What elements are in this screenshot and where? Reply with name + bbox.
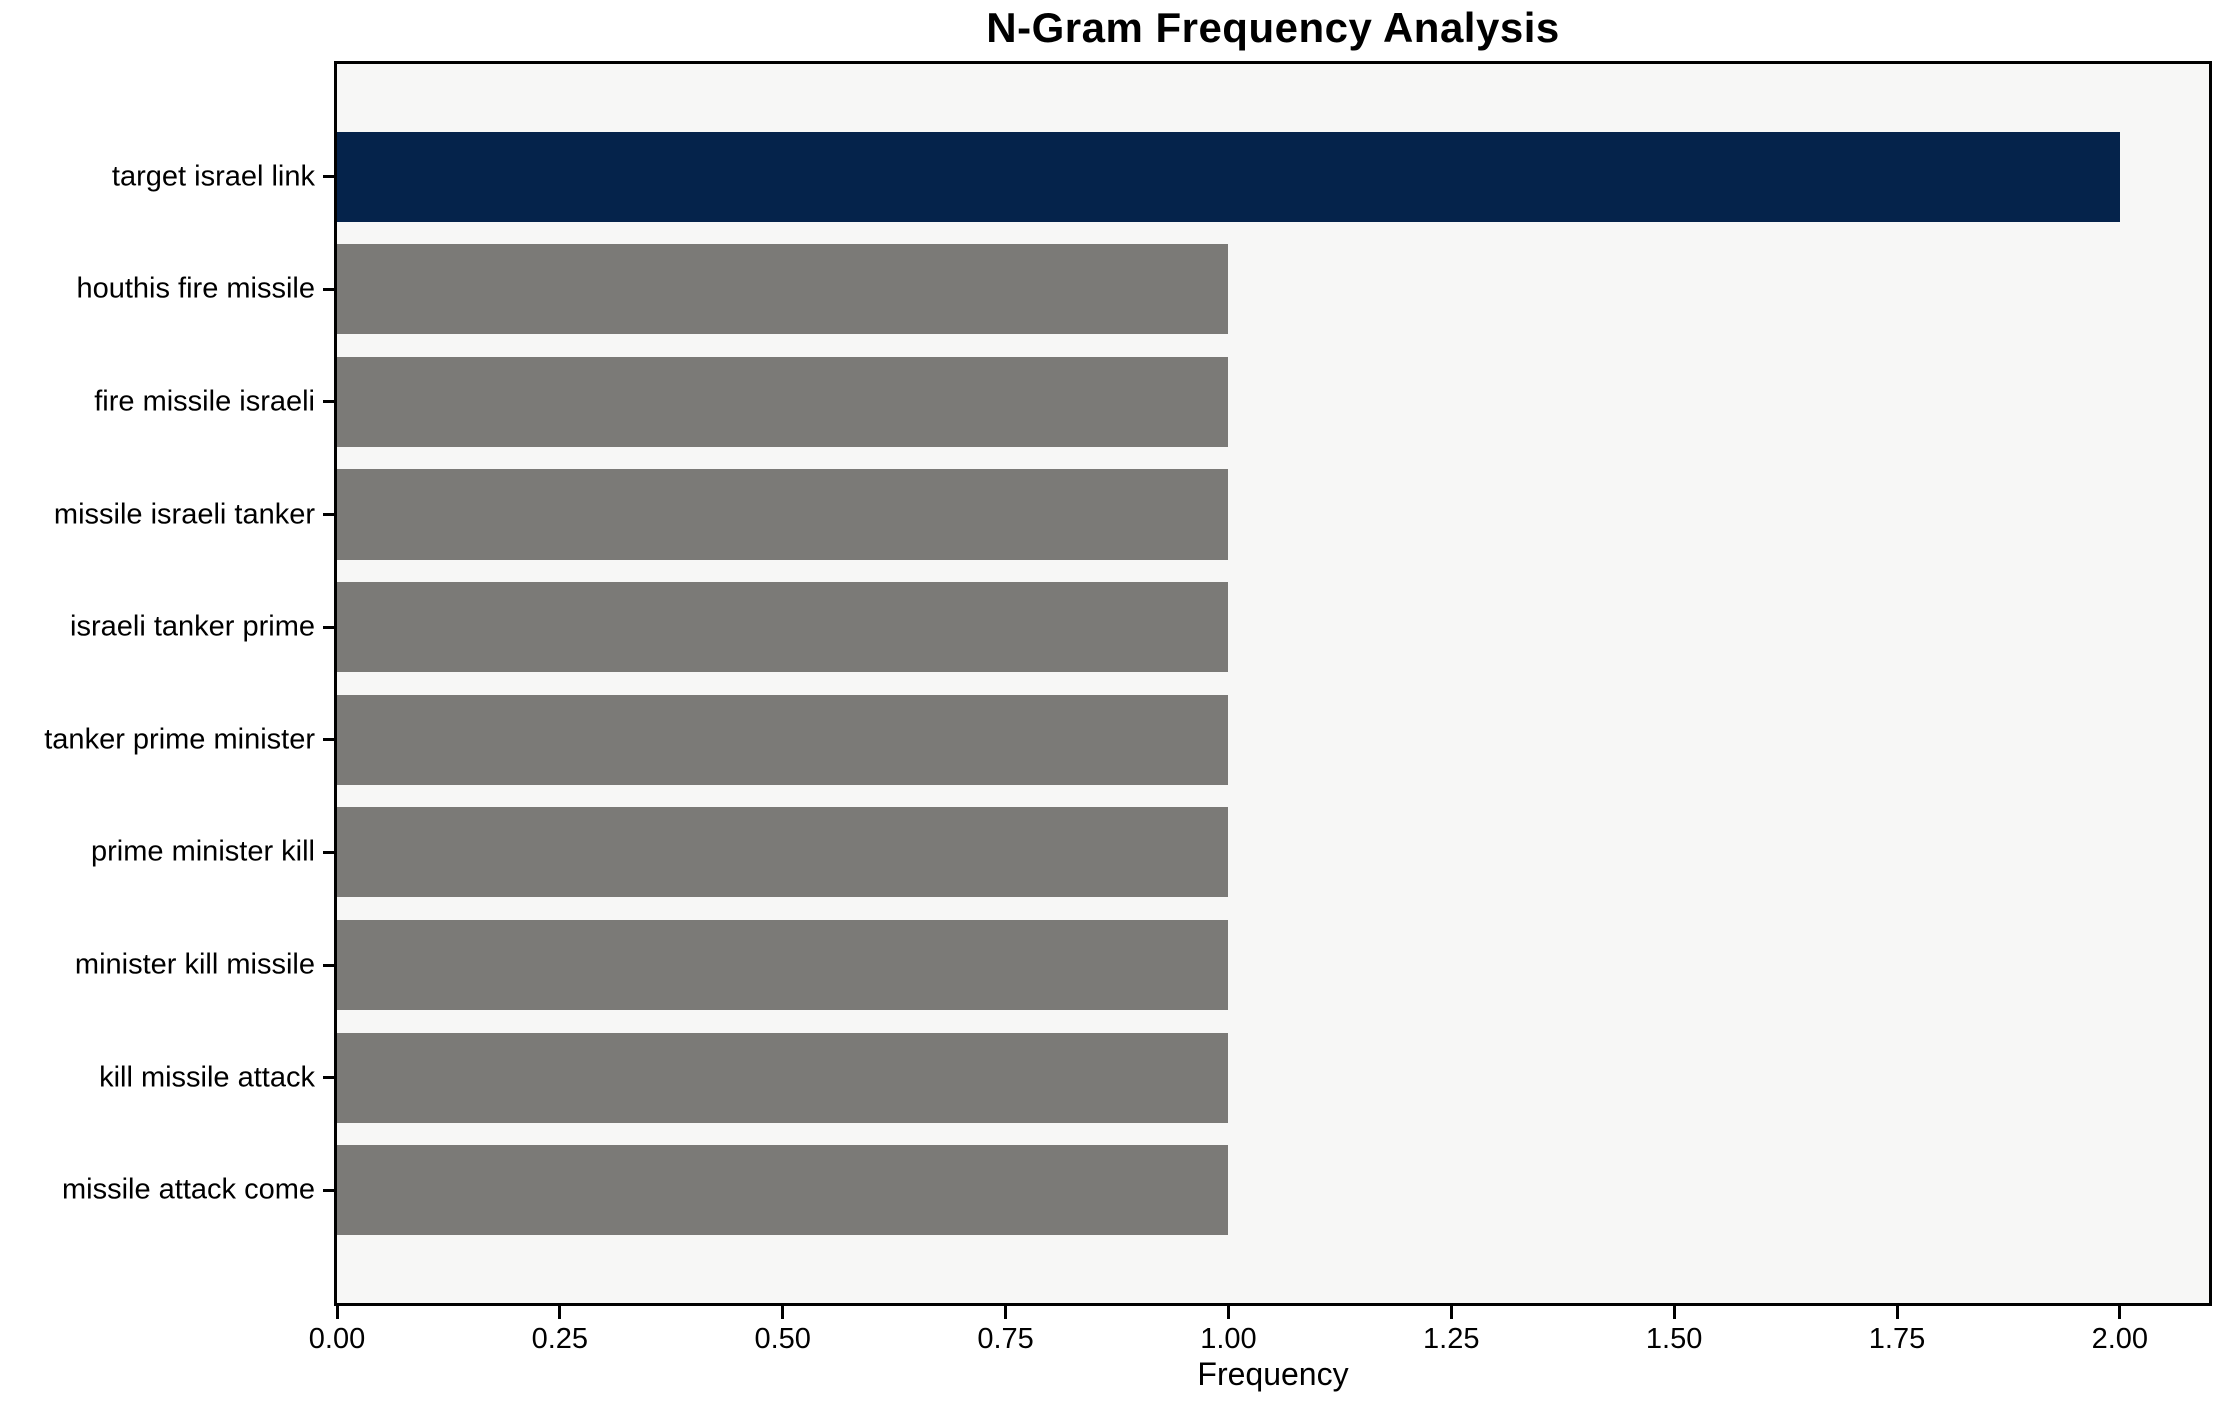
bar-4: [337, 469, 1229, 560]
bar-1: [337, 131, 2120, 222]
y-tick: [323, 625, 334, 629]
y-tick: [323, 963, 334, 967]
y-tick: [323, 287, 334, 291]
y-tick-label: target israel link: [111, 160, 315, 193]
y-tick: [323, 1076, 334, 1080]
x-tick-label: 1.50: [1645, 1323, 1703, 1355]
y-tick: [323, 175, 334, 179]
x-tick-label: 0.75: [977, 1323, 1034, 1355]
bar-10: [337, 1145, 1229, 1236]
y-tick: [323, 1188, 334, 1192]
bar-7: [337, 807, 1229, 898]
y-tick-label: houthis fire missile: [76, 272, 315, 305]
y-tick-label: minister kill missile: [74, 948, 315, 981]
y-tick-label: missile israeli tanker: [53, 498, 315, 531]
x-tick-label: 2.00: [2091, 1323, 2149, 1355]
x-tick: [2118, 1306, 2122, 1319]
x-tick-label: 1.75: [1868, 1323, 1926, 1355]
x-tick-label: 0.50: [754, 1323, 811, 1355]
y-tick: [323, 738, 334, 742]
y-tick-label: fire missile israeli: [94, 385, 315, 418]
y-tick-label: kill missile attack: [99, 1061, 315, 1094]
x-tick: [1004, 1306, 1008, 1319]
x-tick-label: 1.25: [1423, 1323, 1480, 1355]
y-tick-label: prime minister kill: [91, 835, 315, 868]
y-tick-label: tanker prime minister: [44, 723, 315, 756]
x-tick: [1449, 1306, 1453, 1319]
x-tick: [558, 1306, 562, 1319]
x-tick-label: 0.25: [531, 1323, 589, 1355]
x-tick: [1672, 1306, 1676, 1319]
bar-2: [337, 244, 1229, 335]
x-tick-label: 1.00: [1200, 1323, 1257, 1355]
y-tick: [323, 513, 334, 517]
x-tick: [335, 1306, 339, 1319]
bar-8: [337, 920, 1229, 1011]
y-tick: [323, 400, 334, 404]
x-tick: [1895, 1306, 1899, 1319]
x-tick: [781, 1306, 785, 1319]
x-axis-label: Frequency: [1197, 1356, 1349, 1392]
bar-6: [337, 694, 1229, 785]
bar-3: [337, 356, 1229, 447]
y-tick-label: missile attack come: [61, 1173, 315, 1206]
y-tick-label: israeli tanker prime: [70, 610, 315, 643]
y-tick: [323, 850, 334, 854]
x-tick: [1226, 1306, 1230, 1319]
bar-9: [337, 1032, 1229, 1123]
x-tick-label: 0.00: [308, 1323, 366, 1355]
bar-5: [337, 582, 1229, 673]
chart-title: N-Gram Frequency Analysis: [986, 4, 1560, 51]
